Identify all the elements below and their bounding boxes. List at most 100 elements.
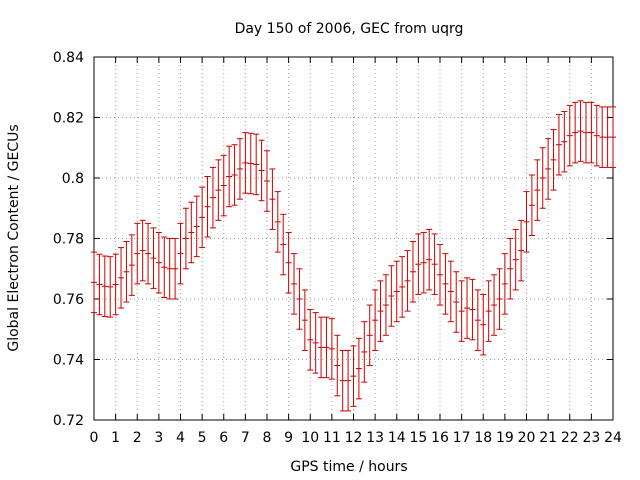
x-tick-label: 3 xyxy=(154,430,163,446)
error-bar-point xyxy=(458,280,465,342)
x-tick-label: 1 xyxy=(111,430,120,446)
error-bar-point xyxy=(339,349,346,412)
error-bar-point xyxy=(534,159,541,221)
error-bar-point xyxy=(242,132,249,194)
error-bar-point xyxy=(528,174,535,236)
error-bar-point xyxy=(447,260,454,323)
error-bar-point xyxy=(182,207,189,270)
x-tick-label: 24 xyxy=(604,430,622,446)
error-bar-point xyxy=(226,145,233,208)
error-bar-point xyxy=(253,133,260,196)
error-bar-point xyxy=(209,166,216,229)
error-bar-point xyxy=(512,228,519,291)
error-bar-point xyxy=(312,312,319,374)
error-bar-point xyxy=(96,253,103,316)
error-bar-point xyxy=(593,104,600,167)
x-tick-label: 18 xyxy=(474,430,492,446)
error-bar-point xyxy=(437,244,443,306)
error-bar-point xyxy=(604,106,611,168)
error-bar-point xyxy=(610,106,616,168)
error-bar-point xyxy=(366,304,373,367)
error-bar-point xyxy=(377,280,384,342)
error-bar-point xyxy=(334,334,341,397)
error-bar-point xyxy=(431,233,438,295)
error-bar-point xyxy=(291,253,298,315)
error-bar-point xyxy=(193,195,200,258)
error-bar-point xyxy=(372,289,379,351)
error-bar-point xyxy=(599,106,606,168)
error-bar-point xyxy=(577,100,584,162)
x-tick-label: 10 xyxy=(301,430,319,446)
error-bar-point xyxy=(588,101,595,164)
error-bar-point xyxy=(204,175,211,238)
x-tick-label: 4 xyxy=(176,430,185,446)
error-bar-point xyxy=(307,309,314,371)
x-tick-label: 6 xyxy=(219,430,228,446)
error-bar-point xyxy=(155,231,162,294)
error-bar-point xyxy=(323,316,330,379)
y-tick-label: 0.82 xyxy=(53,111,84,127)
error-bar-point xyxy=(128,234,135,296)
error-bar-point xyxy=(91,251,97,314)
error-bar-point xyxy=(139,219,146,282)
error-bar-point xyxy=(258,139,265,202)
error-bar-point xyxy=(426,228,433,291)
error-bar-point xyxy=(415,233,422,295)
error-bar-point xyxy=(107,256,114,318)
error-bar-point xyxy=(301,289,308,351)
error-bar-point xyxy=(501,253,508,315)
error-bar-point xyxy=(236,138,243,200)
error-bar-point xyxy=(539,147,546,209)
y-tick-label: 0.8 xyxy=(62,171,84,187)
y-tick-label: 0.76 xyxy=(53,292,84,308)
error-bar-point xyxy=(420,231,427,294)
x-tick-label: 15 xyxy=(409,430,427,446)
error-bar-point xyxy=(566,104,573,167)
error-bar-point xyxy=(134,222,141,285)
error-bar-point xyxy=(318,316,325,379)
y-tick-label: 0.84 xyxy=(53,50,84,66)
x-tick-label: 5 xyxy=(198,430,207,446)
error-bar-point xyxy=(442,253,449,315)
x-tick-label: 0 xyxy=(90,430,99,446)
error-bar-point xyxy=(177,222,184,285)
x-tick-label: 17 xyxy=(453,430,471,446)
x-tick-label: 19 xyxy=(496,430,514,446)
error-bar-point xyxy=(582,101,589,164)
x-tick-label: 21 xyxy=(539,430,557,446)
x-tick-label: 22 xyxy=(561,430,579,446)
x-tick-label: 8 xyxy=(263,430,272,446)
error-bar-point xyxy=(469,278,476,341)
x-tick-label: 23 xyxy=(582,430,600,446)
error-bar-point xyxy=(409,241,416,303)
y-tick-label: 0.78 xyxy=(53,232,84,248)
error-bar-point xyxy=(199,186,206,249)
error-bar-point xyxy=(361,321,368,383)
error-bar-point xyxy=(296,268,303,330)
error-bar-point xyxy=(285,231,292,294)
error-bar-point xyxy=(145,222,152,285)
error-bar-point xyxy=(480,293,487,356)
error-bar-point xyxy=(112,253,119,316)
error-bar-point xyxy=(518,219,525,282)
error-bar-point xyxy=(150,227,157,289)
error-bar-point xyxy=(345,349,352,412)
error-bar-point xyxy=(188,201,195,264)
x-tick-label: 11 xyxy=(323,430,341,446)
error-bar-point xyxy=(507,238,514,300)
error-bar-point xyxy=(399,256,406,318)
y-tick-label: 0.72 xyxy=(53,413,84,429)
error-bar-point xyxy=(453,271,460,333)
error-bar-point xyxy=(264,150,270,212)
error-bar-point xyxy=(382,274,389,336)
error-bar-point xyxy=(280,213,287,276)
error-bar-point xyxy=(231,144,238,206)
y-axis-label: Global Electron Content / GECUs xyxy=(6,124,22,351)
error-bar-point xyxy=(161,236,168,298)
error-bar-point xyxy=(118,247,125,309)
x-tick-label: 14 xyxy=(388,430,406,446)
error-bar-point xyxy=(491,274,498,336)
error-bar-point xyxy=(550,129,557,191)
error-bar-point xyxy=(166,238,173,300)
